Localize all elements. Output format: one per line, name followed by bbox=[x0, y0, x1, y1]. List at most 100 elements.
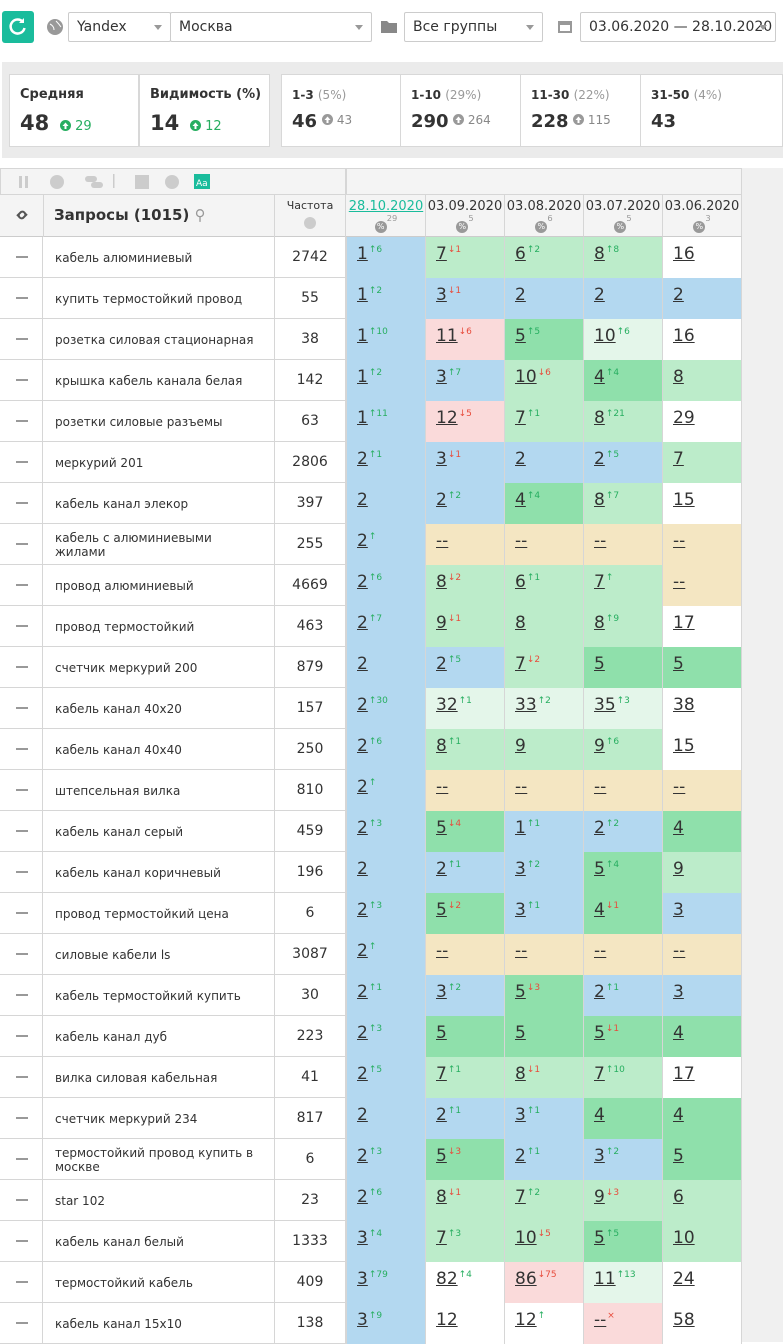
position[interactable]: 17 bbox=[673, 613, 695, 633]
row-handle[interactable] bbox=[0, 1139, 43, 1180]
position[interactable]: 12↓5 bbox=[436, 408, 472, 428]
position[interactable]: 86↓75 bbox=[515, 1269, 557, 1289]
row-handle[interactable] bbox=[0, 606, 43, 647]
row-handle[interactable] bbox=[0, 319, 43, 360]
date-header[interactable]: 03.08.2020 %6 bbox=[505, 195, 584, 237]
engine-select[interactable]: Yandex bbox=[68, 12, 171, 42]
position[interactable]: 1↑6 bbox=[357, 244, 382, 264]
position[interactable]: -- bbox=[436, 777, 448, 797]
position[interactable]: 5 bbox=[515, 1023, 526, 1043]
position[interactable]: 3↑1 bbox=[515, 1105, 540, 1125]
position[interactable]: -- bbox=[515, 941, 527, 961]
row-handle[interactable] bbox=[0, 975, 43, 1016]
row-handle[interactable] bbox=[0, 647, 43, 688]
position[interactable]: 3 bbox=[673, 982, 684, 1002]
position[interactable]: 7↑1 bbox=[436, 1064, 461, 1084]
position[interactable]: 9 bbox=[515, 736, 526, 756]
position[interactable]: 3↑79 bbox=[357, 1269, 388, 1289]
position[interactable]: 5↓3 bbox=[436, 1146, 461, 1166]
position[interactable]: 2↑5 bbox=[594, 449, 619, 469]
position[interactable]: 2 bbox=[357, 654, 368, 674]
position[interactable]: 3↑9 bbox=[357, 1310, 382, 1330]
position[interactable]: 2 bbox=[515, 449, 526, 469]
position[interactable]: 15 bbox=[673, 490, 695, 510]
position[interactable]: 7↑10 bbox=[594, 1064, 625, 1084]
position[interactable]: 2 bbox=[515, 285, 526, 305]
row-handle[interactable] bbox=[0, 360, 43, 401]
row-handle[interactable] bbox=[0, 770, 43, 811]
position[interactable]: 8↑7 bbox=[594, 490, 619, 510]
query-header[interactable]: Запросы (1015) ⚲ bbox=[43, 195, 275, 237]
position[interactable]: 8 bbox=[673, 367, 684, 387]
position[interactable]: 32↑1 bbox=[436, 695, 472, 715]
position[interactable]: 2↑5 bbox=[357, 1064, 382, 1084]
row-handle[interactable] bbox=[0, 278, 43, 319]
position[interactable]: 8↑9 bbox=[594, 613, 619, 633]
position[interactable]: 11↓6 bbox=[436, 326, 472, 346]
position[interactable]: 2↑6 bbox=[357, 572, 382, 592]
position[interactable]: -- bbox=[436, 941, 448, 961]
position[interactable]: 1↑10 bbox=[357, 326, 388, 346]
position[interactable]: 2↑1 bbox=[436, 1105, 461, 1125]
position[interactable]: 4↑4 bbox=[594, 367, 619, 387]
position[interactable]: 5 bbox=[673, 654, 684, 674]
position[interactable]: 2↑3 bbox=[357, 1023, 382, 1043]
position[interactable]: 8↑8 bbox=[594, 244, 619, 264]
position[interactable]: 7↑3 bbox=[436, 1228, 461, 1248]
position[interactable]: 6↑1 bbox=[515, 572, 540, 592]
date-header[interactable]: 03.06.2020 %3 bbox=[663, 195, 742, 237]
row-handle[interactable] bbox=[0, 729, 43, 770]
position[interactable]: 7 bbox=[673, 449, 684, 469]
group-select[interactable]: Все группы bbox=[404, 12, 543, 42]
position[interactable]: -- bbox=[673, 777, 685, 797]
row-handle[interactable] bbox=[0, 852, 43, 893]
position[interactable]: 2↑ bbox=[357, 777, 376, 797]
position[interactable]: 2↑ bbox=[357, 531, 376, 551]
row-handle[interactable] bbox=[0, 483, 43, 524]
position[interactable]: 2↑6 bbox=[357, 736, 382, 756]
position[interactable]: 7↓2 bbox=[515, 654, 540, 674]
position[interactable]: 12 bbox=[436, 1310, 458, 1330]
position[interactable]: 5↑5 bbox=[594, 1228, 619, 1248]
date-header[interactable]: 03.09.2020 %5 bbox=[426, 195, 505, 237]
position[interactable]: -- bbox=[594, 777, 606, 797]
position[interactable]: 2↑3 bbox=[357, 900, 382, 920]
position[interactable]: 8↑21 bbox=[594, 408, 625, 428]
position[interactable]: 7↑1 bbox=[515, 408, 540, 428]
position[interactable]: 8↓1 bbox=[436, 1187, 461, 1207]
position[interactable]: 6 bbox=[673, 1187, 684, 1207]
position[interactable]: 9↓1 bbox=[436, 613, 461, 633]
position[interactable]: 3↑2 bbox=[515, 859, 540, 879]
position[interactable]: 7↑2 bbox=[515, 1187, 540, 1207]
position[interactable]: 2↑1 bbox=[357, 982, 382, 1002]
position[interactable]: 3↑2 bbox=[594, 1146, 619, 1166]
position[interactable]: 5 bbox=[436, 1023, 447, 1043]
row-handle[interactable] bbox=[0, 1057, 43, 1098]
position[interactable]: 8↑1 bbox=[436, 736, 461, 756]
position[interactable]: 3↓1 bbox=[436, 285, 461, 305]
date-select[interactable]: 03.06.2020 — 28.10.2020 bbox=[580, 12, 776, 42]
position[interactable]: 82↑4 bbox=[436, 1269, 472, 1289]
date-header[interactable]: 28.10.2020 %29 bbox=[347, 195, 426, 237]
row-handle[interactable] bbox=[0, 401, 43, 442]
row-handle[interactable] bbox=[0, 237, 43, 278]
row-handle[interactable] bbox=[0, 524, 43, 565]
position[interactable]: 2↑6 bbox=[357, 1187, 382, 1207]
position[interactable]: 1↑11 bbox=[357, 408, 388, 428]
row-handle[interactable] bbox=[0, 688, 43, 729]
row-handle[interactable] bbox=[0, 934, 43, 975]
position[interactable]: 2 bbox=[357, 859, 368, 879]
date-header[interactable]: 03.07.2020 %5 bbox=[584, 195, 663, 237]
position[interactable]: 1↑2 bbox=[357, 367, 382, 387]
position[interactable]: 5 bbox=[594, 654, 605, 674]
position[interactable]: -- bbox=[515, 531, 527, 551]
position[interactable]: 9↑6 bbox=[594, 736, 619, 756]
position[interactable]: 2↑3 bbox=[357, 1146, 382, 1166]
position[interactable]: 2↑2 bbox=[436, 490, 461, 510]
position[interactable]: 8↓2 bbox=[436, 572, 461, 592]
position[interactable]: 5↓1 bbox=[594, 1023, 619, 1043]
position[interactable]: 2 bbox=[673, 285, 684, 305]
position[interactable]: 3↑2 bbox=[436, 982, 461, 1002]
freq-header[interactable]: Частота bbox=[275, 195, 346, 237]
position[interactable]: 2↑2 bbox=[594, 818, 619, 838]
